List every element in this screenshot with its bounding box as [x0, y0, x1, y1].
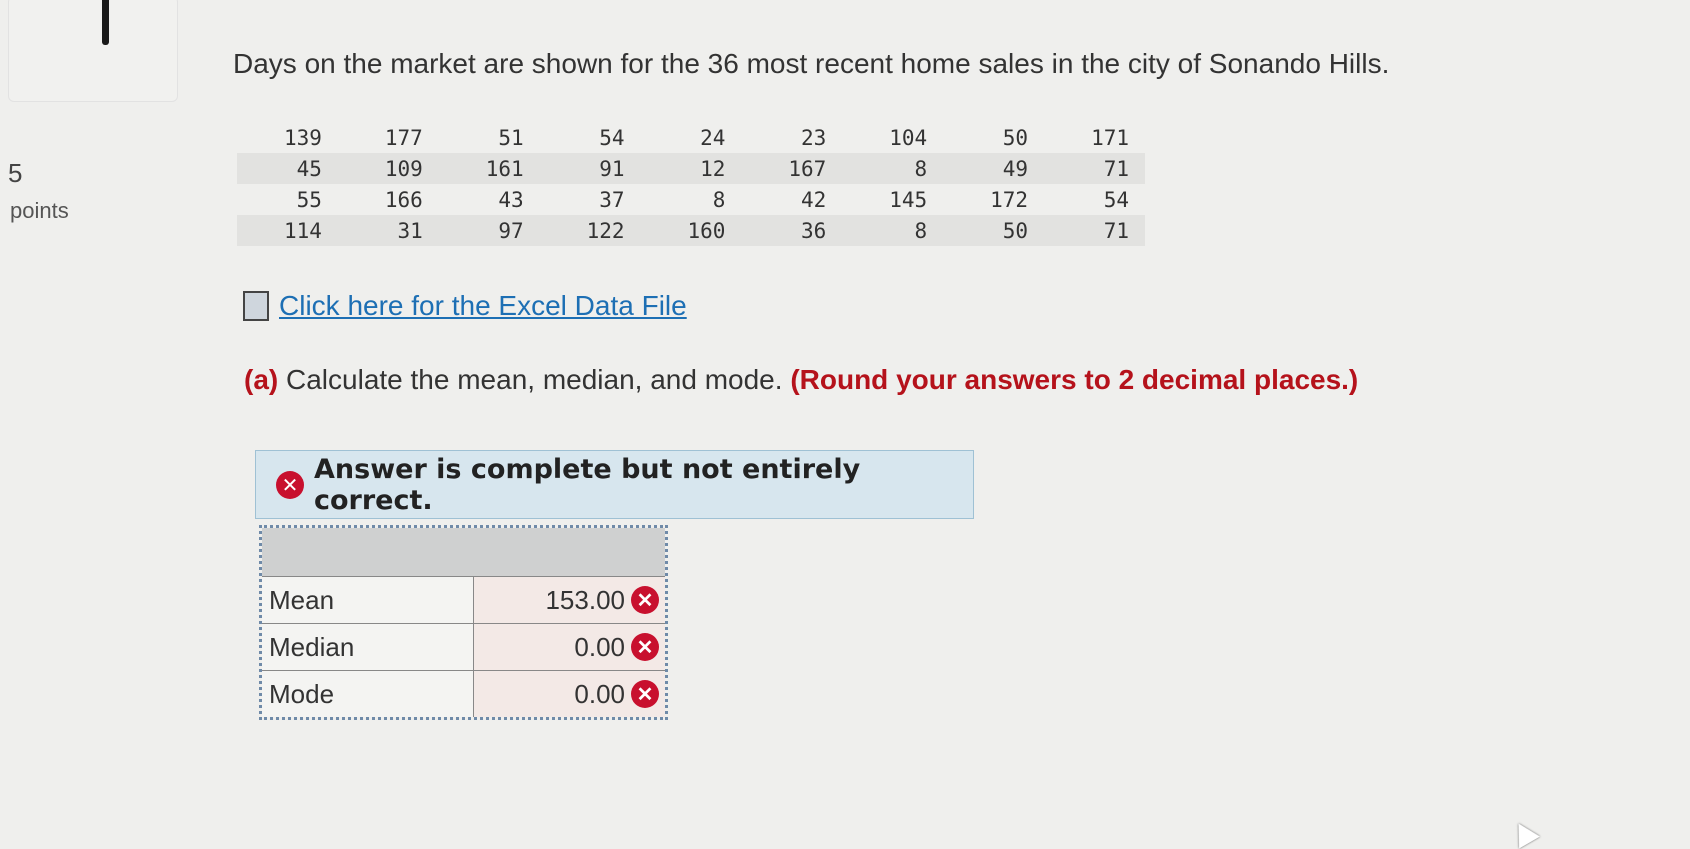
data-table: 139 177 51 54 24 23 104 50 171 45 109 161 91 12 167 8 49…: [237, 122, 1145, 246]
data-cell: 91: [539, 153, 641, 184]
answer-cell[interactable]: 153.00 ✕: [474, 577, 665, 623]
data-cell: 139: [283, 125, 322, 150]
data-cell: 50: [943, 215, 1044, 246]
data-cell: 36: [741, 215, 843, 246]
data-cell: 172: [990, 187, 1028, 212]
answer-value[interactable]: 0.00: [574, 678, 625, 709]
row-label: Mean: [262, 577, 474, 623]
data-cell: 8: [842, 153, 944, 184]
answer-row-mode: Mode 0.00 ✕: [262, 670, 665, 717]
excel-file-icon: [243, 291, 269, 321]
data-row: 55 166 43 37 8 42 145 172 54: [237, 184, 1145, 215]
feedback-banner: ✕ Answer is complete but not entirely co…: [255, 450, 974, 519]
data-cell: 171: [1091, 125, 1129, 150]
answer-row-mean: Mean 153.00 ✕: [262, 576, 665, 623]
data-cell: 109: [337, 153, 439, 184]
part-a-instruction: (Round your answers to 2 decimal places.…: [790, 364, 1359, 395]
data-cell: 12: [640, 153, 742, 184]
answer-cell[interactable]: 0.00 ✕: [474, 624, 665, 670]
data-row: 45 109 161 91 12 167 8 49 71: [237, 153, 1145, 184]
answer-cell[interactable]: 0.00 ✕: [474, 671, 665, 717]
points-label: points: [10, 198, 69, 223]
row-label: Median: [262, 624, 474, 670]
data-cell: 50: [1002, 125, 1028, 150]
points-value: 5: [8, 158, 23, 188]
data-cell: 71: [1044, 215, 1145, 246]
data-cell: 114: [237, 215, 338, 246]
data-cell: 160: [640, 215, 742, 246]
data-cell: 97: [438, 215, 540, 246]
data-row: 139 177 51 54 24 23 104 50 171: [237, 122, 1145, 153]
data-cell: 55: [296, 187, 322, 212]
data-cell: 8: [842, 215, 944, 246]
data-cell: 71: [1044, 153, 1145, 184]
data-cell: 54: [1103, 187, 1129, 212]
incorrect-icon: ✕: [631, 633, 659, 661]
answer-value[interactable]: 153.00: [545, 584, 625, 615]
data-cell: 51: [498, 125, 524, 150]
data-cell: 49: [943, 153, 1044, 184]
feedback-message: Answer is complete but not entirely corr…: [314, 453, 861, 516]
data-cell: 104: [889, 125, 928, 150]
data-cell: 23: [800, 125, 827, 150]
data-cell: 167: [741, 153, 843, 184]
data-cell: 37: [599, 187, 625, 212]
part-a-question: (a) Calculate the mean, median, and mode…: [244, 364, 1358, 396]
data-cell: 177: [384, 125, 423, 150]
scroll-marker: [102, 0, 109, 45]
data-cell: 31: [337, 215, 439, 246]
data-cell: 24: [700, 125, 726, 150]
data-cell: 122: [539, 215, 641, 246]
answer-row-median: Median 0.00 ✕: [262, 623, 665, 670]
part-a-label: (a): [244, 364, 279, 395]
row-label: Mode: [262, 671, 474, 717]
question-prompt: Days on the market are shown for the 36 …: [233, 48, 1390, 79]
answer-table: Mean 153.00 ✕ Median 0.00 ✕ Mode 0.00 ✕: [259, 525, 668, 720]
mouse-cursor-icon: [1508, 817, 1540, 849]
error-icon: ✕: [276, 470, 304, 499]
data-cell: 43: [498, 187, 524, 212]
data-row: 114 31 97 122 160 36 8 50 71: [237, 215, 1145, 246]
data-cell: 45: [237, 153, 338, 184]
incorrect-icon: ✕: [631, 586, 659, 614]
data-cell: 42: [800, 187, 827, 212]
answer-table-header: [262, 528, 665, 576]
data-cell: 166: [384, 187, 423, 212]
data-cell: 161: [438, 153, 540, 184]
answer-value[interactable]: 0.00: [574, 631, 625, 662]
data-cell: 54: [599, 125, 625, 150]
excel-link-text[interactable]: Click here for the Excel Data File: [279, 290, 687, 321]
data-cell: 8: [712, 187, 726, 212]
incorrect-icon: ✕: [631, 680, 659, 708]
data-cell: 145: [889, 187, 928, 212]
question-nav-box: [8, 0, 178, 102]
excel-data-link[interactable]: Click here for the Excel Data File: [243, 290, 687, 322]
part-a-text: Calculate the mean, median, and mode.: [286, 364, 783, 395]
